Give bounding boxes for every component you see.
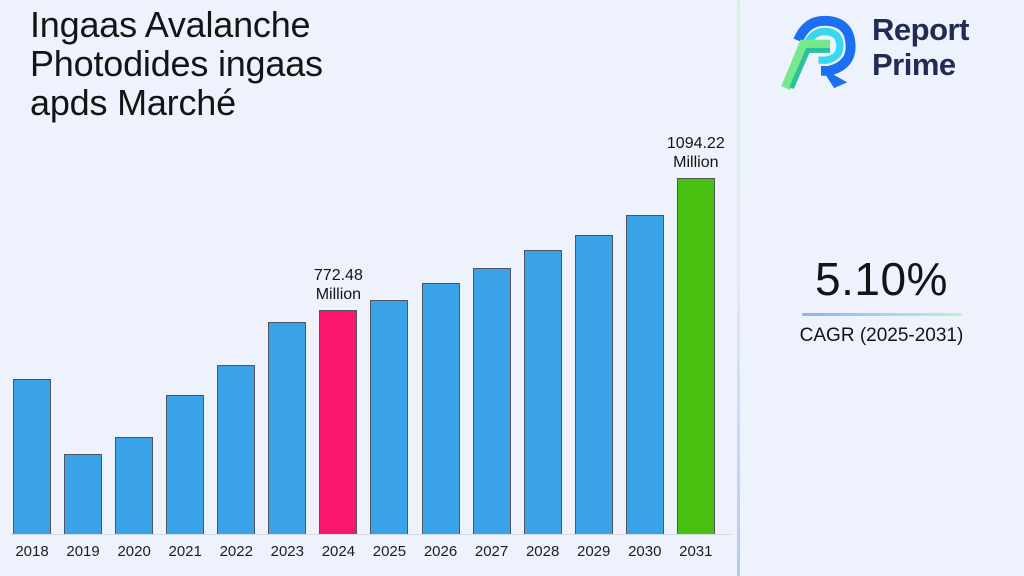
bar-2027 [472, 268, 511, 534]
bar-2021 [166, 395, 205, 534]
bar-2023 [268, 322, 307, 534]
page-title: Ingaas Avalanche Photodides ingaas apds … [30, 4, 323, 123]
bar-slot-2031: 1094.22 Million 2031 [667, 135, 725, 560]
bar-slot-2028: 2028 [523, 250, 562, 560]
x-tick-label-2022: 2022 [219, 543, 253, 560]
bar-2029 [574, 235, 613, 534]
cagr-underline-accent [801, 313, 962, 316]
x-tick-label-2023: 2023 [270, 543, 304, 560]
x-tick-label-2029: 2029 [577, 543, 611, 560]
cagr-value: 5.10% [815, 253, 948, 305]
x-tick-label-2018: 2018 [15, 543, 49, 560]
x-tick-label-2024: 2024 [321, 543, 356, 560]
bar-slot-2026: 2026 [421, 283, 460, 560]
bar-chart: 2018 2019 2020 2021 2022 2023 772.48 Million 20… [10, 134, 732, 560]
report-prime-logo-icon [781, 15, 856, 90]
bar-slot-2020: 2020 [115, 437, 154, 560]
bar-slot-2023: 2023 [268, 322, 307, 560]
bar-2028 [523, 250, 562, 534]
x-tick-label-2031: 2031 [679, 543, 713, 560]
bar-slot-2022: 2022 [217, 365, 256, 560]
bar-slot-2027: 2027 [472, 268, 511, 560]
bar-slot-2025: 2025 [370, 300, 409, 560]
bar-slot-2030: 2030 [625, 215, 664, 560]
vertical-divider [737, 0, 740, 576]
brand-name-line2: Prime [872, 46, 956, 82]
x-tick-label-2030: 2030 [628, 543, 662, 560]
bar-slot-2029: 2029 [574, 235, 613, 560]
bar-2019 [64, 454, 103, 534]
bar-value-label-2024: 772.48 Million [313, 266, 363, 304]
bar-slot-2024: 772.48 Million 2024 [314, 267, 363, 560]
x-tick-label-2027: 2027 [474, 543, 509, 560]
x-tick-label-2020: 2020 [117, 543, 151, 560]
bar-slot-2019: 2019 [64, 454, 103, 560]
bar-2022 [217, 365, 256, 534]
bar-slot-2021: 2021 [166, 395, 205, 560]
bar-2020 [115, 437, 154, 534]
x-tick-label-2025: 2025 [372, 543, 407, 560]
x-tick-label-2026: 2026 [423, 543, 458, 560]
x-tick-label-2028: 2028 [525, 543, 560, 560]
x-tick-label-2021: 2021 [168, 543, 202, 560]
bar-2025 [370, 300, 409, 534]
bar-slot-2018: 2018 [13, 379, 51, 560]
bar-2024 [319, 310, 358, 534]
x-tick-label-2019: 2019 [66, 543, 100, 560]
bar-2030 [625, 215, 664, 534]
bar-value-label-2031: 1094.22 Million [666, 134, 725, 172]
x-axis-line [10, 534, 732, 535]
cagr-stat: 5.10% CAGR (2025-2031) [739, 252, 1024, 347]
cagr-label: CAGR (2025-2031) [799, 325, 964, 346]
brand-name: Report Prime [872, 12, 969, 82]
bar-2031 [676, 178, 715, 534]
bar-2018 [13, 379, 51, 534]
brand-name-line1: Report [872, 12, 969, 47]
bar-2026 [421, 283, 460, 534]
bar-series: 2018 2019 2020 2021 2022 2023 772.48 Million 20… [13, 134, 725, 560]
